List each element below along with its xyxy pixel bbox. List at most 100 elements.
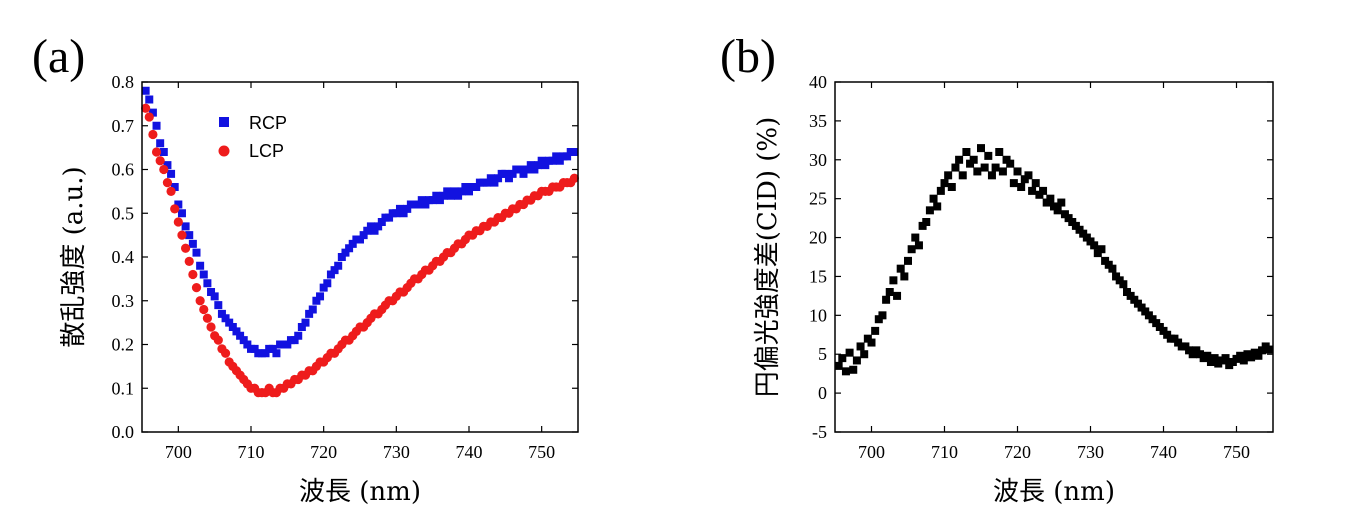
panel-a-series-0-point (494, 174, 503, 183)
panel-b-series-0-point (1024, 171, 1033, 180)
panel-a-series-0-point (203, 279, 212, 288)
panel-b-y-axis-label: 円偏光強度差(CID) (%) (753, 117, 783, 398)
panel-a-series-1-point (181, 243, 191, 253)
panel-b-x-axis-label: 波長 (nm) (993, 477, 1115, 507)
legend-rcp-label: RCP (249, 113, 287, 133)
panel-a-series-0-point (196, 261, 205, 270)
panel-a-series-0-point (308, 305, 317, 314)
panel-b-series-0-point (940, 179, 949, 188)
panel-b-y-tick-label: 30 (809, 150, 827, 170)
panel-a-series-0-point (163, 161, 172, 170)
panel-a-series-0-point (534, 161, 543, 170)
panel-b-x-tick-label: 730 (1077, 442, 1104, 462)
panel-a-y-tick-label: 0.7 (112, 116, 135, 136)
panel-a-series-0-point (301, 318, 310, 327)
panel-a-series-0-point (319, 283, 328, 292)
panel-b-series-0-point (1057, 198, 1066, 207)
panel-b: (b) 700 710 720 730 740 750 -5 0 5 10 15 20 25 30 35 4… (720, 30, 1274, 507)
panel-b-series-0-point (1210, 354, 1219, 363)
panel-a-series-0-point (461, 183, 470, 191)
panel-b-series-0-point (907, 245, 916, 254)
panel-a-series-1-point (199, 304, 209, 315)
panel-b-series-0-point (991, 163, 1000, 172)
panel-a-series-0-point (370, 226, 379, 235)
panel-b-series-0-point (911, 233, 920, 242)
panel-a-series-0-point (268, 344, 277, 353)
panel-a-series-0-point (541, 161, 550, 170)
panel-b-series-0-point (841, 367, 850, 376)
panel-b-series-0-point (1203, 351, 1212, 360)
panel-b-series-0-point (838, 354, 847, 363)
panel-a-series-0-point (297, 323, 306, 331)
panel-a-y-tick-label: 0.4 (112, 247, 135, 267)
panel-a-series-0-point (199, 270, 208, 279)
panel-a-series-0-point (450, 187, 459, 196)
panel-a-series-0-point (243, 340, 252, 349)
panel-a-legend: RCP LCP (218, 113, 287, 161)
panel-b-series-0-point (834, 361, 843, 370)
panel-b-series-0-point (896, 264, 905, 273)
panel-b-series-0-point (882, 295, 891, 304)
panel-a-x-tick-label: 710 (238, 442, 265, 462)
panel-b-series-0-point (1108, 264, 1117, 273)
legend-lcp-label: LCP (249, 141, 284, 161)
panel-a-x-tick-label: 720 (310, 442, 337, 462)
panel-a-series-0-point (563, 152, 572, 161)
panel-b-series-0-point (987, 171, 996, 180)
panel-b-series-0-point (962, 148, 971, 156)
panel-b-y-tick-label: 25 (809, 189, 827, 209)
panel-a-series-0-point (261, 349, 270, 358)
panel-a-series-0-point (403, 204, 412, 213)
panel-a-y-tick-label: 0.8 (112, 72, 135, 92)
panel-a-series-0-point (490, 178, 499, 187)
panel-b-series-0-point (1247, 353, 1256, 362)
panel-b-series-0-point (889, 276, 898, 285)
panel-a-series-0-point (239, 336, 248, 345)
panel-a-y-tick-label: 0.6 (112, 160, 135, 180)
panel-a-series-0-point (526, 161, 535, 170)
panel-b-series-0-point (947, 183, 956, 191)
panel-b-series-0-point (1039, 186, 1048, 195)
panel-b-series-0-point (860, 350, 869, 359)
panel-a-series-0-point (555, 156, 564, 165)
panel-b-y-tick-label: 15 (809, 266, 827, 286)
panel-a-y-tick-label: 0.0 (112, 422, 135, 442)
panel-a-series-0-point (443, 187, 452, 196)
panel-a-series-1-point (206, 322, 216, 332)
legend-lcp-marker (218, 145, 230, 157)
panel-a-series-0-point (316, 292, 325, 301)
panel-a-series-0-point (519, 169, 528, 178)
panel-a-series-1-point (184, 256, 194, 266)
panel-b-series-0-point (900, 272, 909, 281)
panel-b-series-0-point (1053, 206, 1062, 215)
panel-b-y-tick-label: -5 (812, 422, 827, 442)
panel-a-series-0-point (232, 327, 241, 336)
panel-b-x-tick-label: 700 (858, 442, 885, 462)
panel-a-series-0-point (504, 174, 513, 183)
panel-a-series-0-point (225, 318, 234, 327)
panel-a-series-0-point (552, 152, 561, 161)
panel-a-series-1-point (144, 112, 154, 122)
panel-b-series-0-point (1097, 245, 1106, 254)
panel-b-series-0-point (1046, 194, 1055, 203)
panel-a-series-0-point (421, 200, 430, 209)
panel-a-series-0-point (323, 279, 332, 288)
panel-a-series-1-point (220, 348, 231, 358)
panel-a-series-0-point (399, 209, 408, 218)
panel-a-series-0-point (366, 222, 375, 231)
panel-a-y-axis-label: 散乱強度 (a.u.) (59, 166, 89, 347)
panel-a-series-0-point (188, 239, 197, 248)
panel-b-series-0-point (980, 163, 989, 172)
panel-a-x-tick-label: 750 (528, 442, 555, 462)
panel-a-series-0-point (486, 174, 495, 183)
panel-b-y-tick-label: 10 (809, 305, 827, 325)
panel-a-series-1-point (202, 313, 212, 323)
panel-a-series-0-point (345, 244, 354, 253)
panel-a-series-1-point (162, 178, 173, 188)
panel-a-x-ticks: 700 710 720 730 740 750 (165, 82, 555, 462)
panel-b-series-0-point (1265, 345, 1274, 354)
panel-b-series-0-point (995, 148, 1004, 156)
panel-b-label: (b) (720, 30, 776, 83)
panel-b-y-tick-label: 0 (818, 383, 827, 403)
panel-b-series-0-point (885, 288, 894, 296)
